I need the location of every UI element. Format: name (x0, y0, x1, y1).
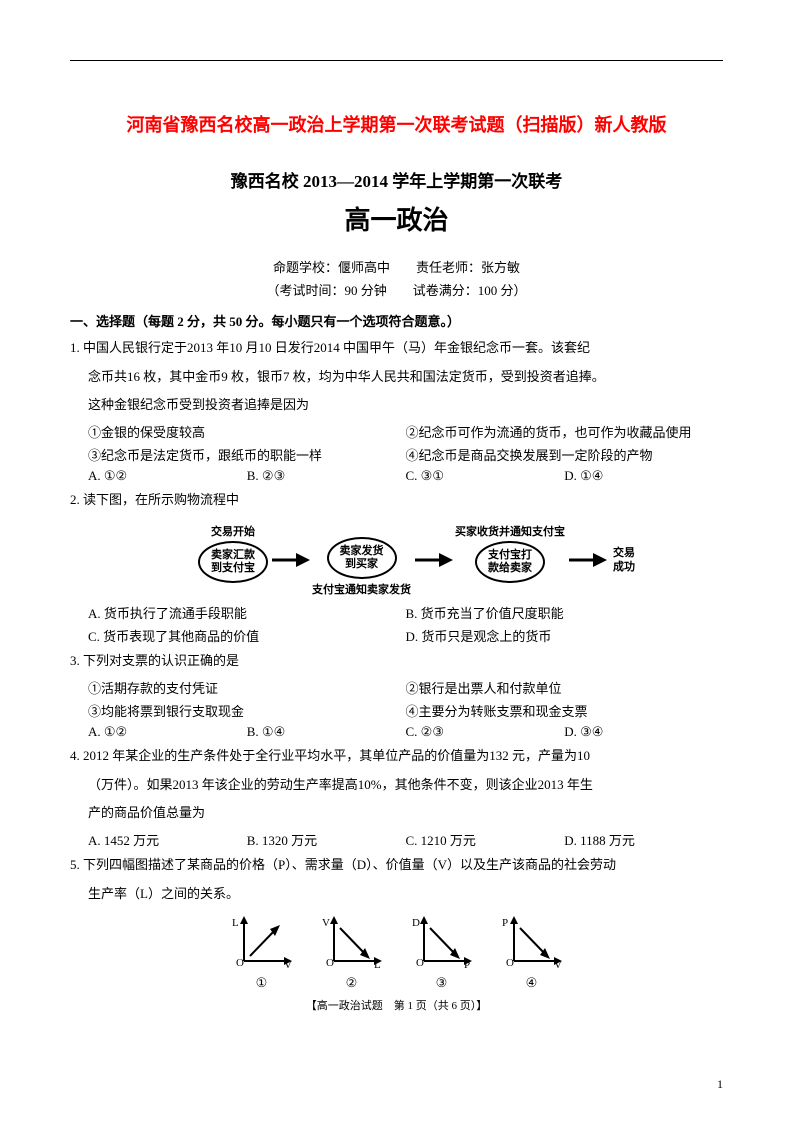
q2-d: D. 货币只是观念上的货币 (406, 626, 724, 645)
q1-line1: 1. 中国人民银行定于2013 年10 月10 日发行2014 中国甲午（马）年… (70, 336, 723, 361)
graphs-row: L O V ① V O L ② D O P (70, 916, 723, 991)
q1-line3: 这种金银纪念币受到投资者追捧是因为 (70, 393, 723, 418)
q1-opt3: ③纪念币是法定货币，跟纸币的职能一样 (88, 445, 406, 464)
svg-text:P: P (464, 959, 470, 968)
q3-c: C. ②③ (406, 724, 565, 740)
section-header: 一、选择题（每题 2 分，共 50 分。每小题只有一个选项符合题意。） (70, 311, 723, 330)
top-divider (70, 60, 723, 61)
q1-d: D. ①④ (564, 468, 723, 484)
svg-text:O: O (416, 957, 424, 968)
svg-text:O: O (326, 957, 334, 968)
q3-d: D. ③④ (564, 724, 723, 740)
q4-line3: 产的商品价值总量为 (70, 801, 723, 826)
page-number: 1 (717, 1077, 723, 1092)
graph-num-2: ② (322, 975, 382, 991)
flow-node3: 支付宝打 款给卖家 (475, 541, 545, 583)
main-title: 河南省豫西名校高一政治上学期第一次联考试题（扫描版）新人教版 (70, 111, 723, 137)
sub-title: 豫西名校 2013—2014 学年上学期第一次联考 (70, 167, 723, 192)
meta-school: 命题学校：偃师高中 责任老师：张方敏 (70, 257, 723, 276)
q4-line1: 4. 2012 年某企业的生产条件处于全行业平均水平，其单位产品的价值量为132… (70, 744, 723, 769)
q3-opt3: ③均能将票到银行支取现金 (88, 701, 406, 720)
q1-line2: 念币共16 枚，其中金币9 枚，银币7 枚，均为中华人民共和国法定货币，受到投资… (70, 365, 723, 390)
flow-node2: 卖家发货 到买家 (327, 537, 397, 579)
flow-end: 交易 成功 (613, 546, 635, 575)
q1-c: C. ③① (406, 468, 565, 484)
arrow-icon (270, 550, 310, 570)
meta-time: （考试时间：90 分钟 试卷满分：100 分） (70, 280, 723, 299)
svg-text:V: V (284, 959, 292, 968)
q3-opt1: ①活期存款的支付凭证 (88, 678, 406, 697)
flowchart: 交易开始 卖家汇款 到支付宝 x x 卖家发货 到买家 支付宝通知卖家发货 买家… (110, 523, 723, 597)
q3-opt2: ②银行是出票人和付款单位 (406, 678, 724, 697)
graph-1: L O V ① (232, 916, 292, 991)
svg-text:D: D (412, 917, 420, 929)
q2-stem: 2. 读下图，在所示购物流程中 (70, 488, 723, 513)
svg-text:V: V (322, 917, 330, 929)
q2-b: B. 货币充当了价值尺度职能 (406, 603, 724, 622)
graph-num-4: ④ (502, 975, 562, 991)
arrow-icon (567, 550, 607, 570)
flow-top1: 交易开始 (211, 523, 255, 539)
arrow-icon (413, 550, 453, 570)
flow-top2: 买家收货并通知支付宝 (455, 523, 565, 539)
q1-b: B. ②③ (247, 468, 406, 484)
q2-a: A. 货币执行了流通手段职能 (88, 603, 406, 622)
q3-a: A. ①② (88, 724, 247, 740)
q1-a: A. ①② (88, 468, 247, 484)
q1-opt1: ①金银的保受度较高 (88, 422, 406, 441)
svg-text:V: V (554, 959, 562, 968)
q3-b: B. ①④ (247, 724, 406, 740)
graph-4: P O V ④ (502, 916, 562, 991)
q4-c: C. 1210 万元 (406, 830, 565, 849)
footer-note: 【高一政治试题 第 1 页（共 6 页）】 (70, 997, 723, 1013)
subject-title: 高一政治 (70, 200, 723, 237)
q3-opt4: ④主要分为转账支票和现金支票 (406, 701, 724, 720)
svg-text:O: O (236, 957, 244, 968)
flow-node1: 卖家汇款 到支付宝 (198, 541, 268, 583)
svg-text:L: L (374, 959, 381, 968)
graph-3: D O P ③ (412, 916, 472, 991)
q2-c: C. 货币表现了其他商品的价值 (88, 626, 406, 645)
q4-d: D. 1188 万元 (564, 830, 723, 849)
svg-text:O: O (506, 957, 514, 968)
flow-bottom: 支付宝通知卖家发货 (312, 581, 411, 597)
q4-line2: （万件）。如果2013 年该企业的劳动生产率提高10%，其他条件不变，则该企业2… (70, 773, 723, 798)
graph-num-3: ③ (412, 975, 472, 991)
svg-text:P: P (502, 917, 508, 929)
graph-num-1: ① (232, 975, 292, 991)
svg-text:L: L (232, 917, 239, 929)
q5-line1: 5. 下列四幅图描述了某商品的价格（P）、需求量（D）、价值量（V）以及生产该商… (70, 853, 723, 878)
graph-2: V O L ② (322, 916, 382, 991)
q4-a: A. 1452 万元 (88, 830, 247, 849)
q1-opt2: ②纪念币可作为流通的货币，也可作为收藏品使用 (406, 422, 724, 441)
q5-line2: 生产率（L）之间的关系。 (70, 882, 723, 907)
q4-b: B. 1320 万元 (247, 830, 406, 849)
q1-opt4: ④纪念币是商品交换发展到一定阶段的产物 (406, 445, 724, 464)
q3-stem: 3. 下列对支票的认识正确的是 (70, 649, 723, 674)
